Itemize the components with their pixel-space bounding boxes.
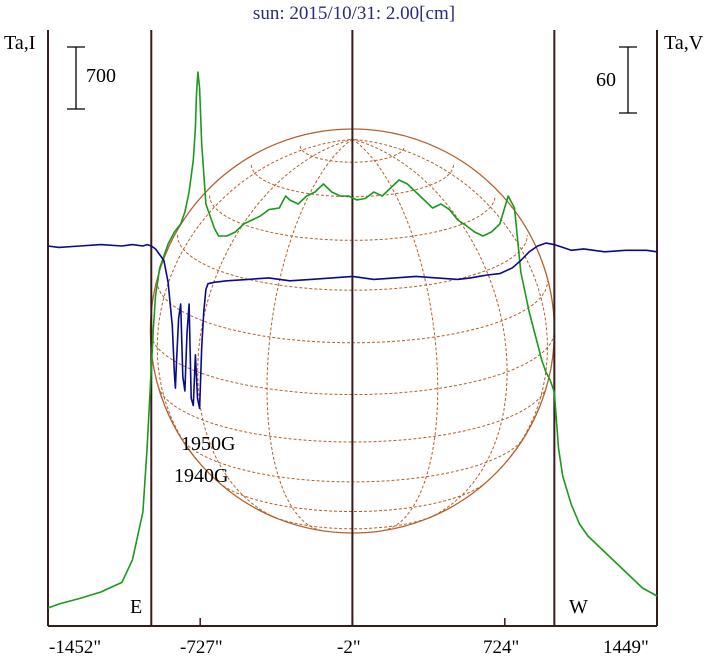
series-layer bbox=[47, 71, 658, 609]
longitude-line bbox=[156, 138, 353, 458]
series-line-ta-i bbox=[47, 71, 658, 609]
latitude-line bbox=[177, 235, 528, 291]
x-tick-label: 1449" bbox=[603, 637, 649, 658]
right-axis-label: Ta,V bbox=[664, 32, 704, 54]
latitude-line bbox=[218, 482, 487, 512]
east-limb-label: E bbox=[130, 596, 143, 618]
left-axis-label: Ta,I bbox=[4, 32, 36, 54]
longitude-line bbox=[197, 138, 353, 518]
longitude-line bbox=[352, 138, 549, 458]
scale-bars bbox=[67, 46, 637, 114]
west-limb-label: W bbox=[569, 596, 588, 618]
longitude-line bbox=[352, 138, 439, 532]
scale-bar-left-label: 700 bbox=[86, 65, 116, 87]
longitude-line bbox=[352, 138, 508, 518]
x-tick-label: -1452" bbox=[49, 637, 102, 658]
x-tick-label: -727" bbox=[180, 637, 223, 658]
plot-frame bbox=[47, 30, 658, 627]
x-tick-label: 724" bbox=[483, 637, 520, 658]
chart-title: sun: 2015/10/31: 2.00[cm] bbox=[252, 3, 456, 24]
longitude-line bbox=[266, 138, 353, 532]
x-tick-label: -2" bbox=[337, 637, 361, 658]
scale-bar-right-label: 60 bbox=[596, 69, 616, 91]
annotation-1950g: 1950G bbox=[181, 433, 236, 455]
annotation-1940g: 1940G bbox=[174, 465, 229, 487]
series-line-ta-v bbox=[47, 242, 658, 410]
